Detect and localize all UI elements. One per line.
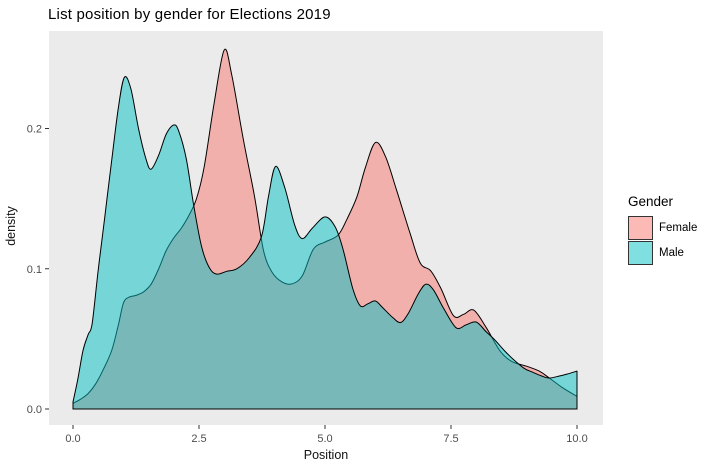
legend-item-female: Female bbox=[628, 215, 698, 240]
y-tick-label: 0.1 bbox=[27, 264, 42, 276]
x-tick-label: 0.0 bbox=[65, 433, 80, 445]
chart-title: List position by gender for Elections 20… bbox=[48, 6, 331, 23]
legend-item-male: Male bbox=[628, 240, 697, 265]
legend: Gender Female Male bbox=[628, 194, 697, 266]
legend-title: Gender bbox=[628, 194, 674, 209]
axis-ticks: 0.0 2.5 5.0 7.5 10.0 0.0 0.1 0.2 bbox=[27, 124, 588, 446]
female-color-swatch bbox=[628, 215, 653, 240]
x-tick-label: 7.5 bbox=[443, 433, 458, 445]
x-tick-label: 2.5 bbox=[191, 433, 206, 445]
x-tick-label: 5.0 bbox=[317, 433, 332, 445]
x-axis-title: Position bbox=[304, 448, 349, 462]
male-color-swatch bbox=[628, 240, 653, 265]
male-density-area bbox=[72, 76, 578, 410]
y-axis-title: density bbox=[4, 205, 18, 245]
legend-label-female: Female bbox=[659, 221, 698, 234]
y-tick-label: 0.0 bbox=[27, 404, 42, 416]
legend-label-male: Male bbox=[659, 246, 684, 259]
density-areas bbox=[72, 48, 578, 410]
y-tick-label: 0.2 bbox=[27, 124, 42, 136]
x-tick-label: 10.0 bbox=[566, 433, 587, 445]
